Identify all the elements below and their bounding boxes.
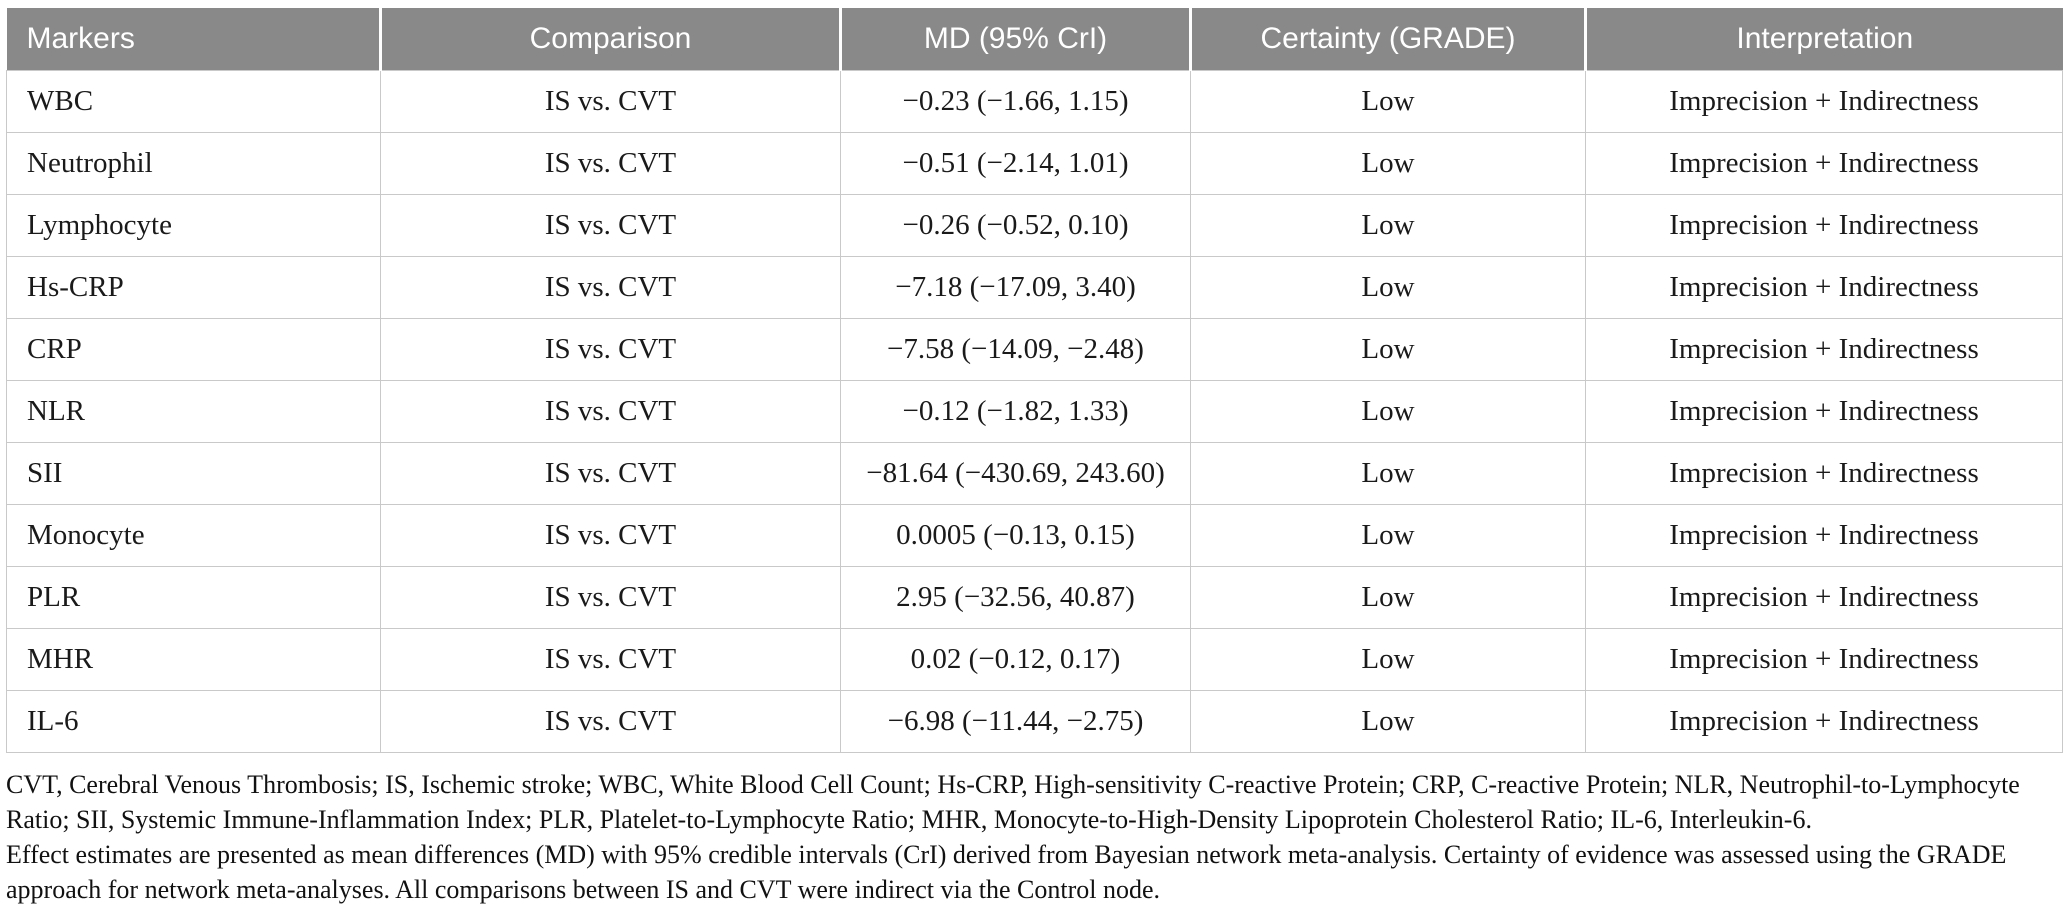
- certainty-cell: Low: [1190, 70, 1586, 133]
- md-ci-cell: 0.02 (−0.12, 0.17): [840, 628, 1191, 691]
- interpretation-cell: Imprecision + Indirectness: [1585, 504, 2063, 567]
- comparison-cell: IS vs. CVT: [380, 132, 841, 195]
- marker-cell: WBC: [6, 70, 381, 133]
- marker-cell: CRP: [6, 318, 381, 381]
- column-header-md-ci: MD (95% CrI): [839, 8, 1191, 71]
- table-footnotes: CVT, Cerebral Venous Thrombosis; IS, Isc…: [6, 767, 2066, 907]
- interpretation-cell: Imprecision + Indirectness: [1585, 442, 2063, 505]
- marker-cell: PLR: [6, 566, 381, 629]
- md-ci-cell: −0.26 (−0.52, 0.10): [840, 194, 1191, 257]
- table-row: Hs-CRP IS vs. CVT −7.18 (−17.09, 3.40) L…: [6, 256, 2063, 319]
- table-row: Monocyte IS vs. CVT 0.0005 (−0.13, 0.15)…: [6, 504, 2063, 567]
- interpretation-cell: Imprecision + Indirectness: [1585, 628, 2063, 691]
- certainty-cell: Low: [1190, 442, 1586, 505]
- interpretation-cell: Imprecision + Indirectness: [1585, 566, 2063, 629]
- marker-cell: Neutrophil: [6, 132, 381, 195]
- certainty-cell: Low: [1190, 566, 1586, 629]
- column-header-interpretation: Interpretation: [1584, 8, 2063, 71]
- comparison-cell: IS vs. CVT: [380, 256, 841, 319]
- certainty-cell: Low: [1190, 380, 1586, 443]
- marker-cell: SII: [6, 442, 381, 505]
- table-row: SII IS vs. CVT −81.64 (−430.69, 243.60) …: [6, 442, 2063, 505]
- comparison-cell: IS vs. CVT: [380, 318, 841, 381]
- marker-cell: Hs-CRP: [6, 256, 381, 319]
- table-header: Markers Comparison MD (95% CrI) Certaint…: [6, 8, 2063, 71]
- comparison-cell: IS vs. CVT: [380, 566, 841, 629]
- grade-certainty-table: Markers Comparison MD (95% CrI) Certaint…: [6, 8, 2063, 753]
- certainty-cell: Low: [1190, 628, 1586, 691]
- md-ci-cell: −0.12 (−1.82, 1.33): [840, 380, 1191, 443]
- certainty-cell: Low: [1190, 318, 1586, 381]
- comparison-cell: IS vs. CVT: [380, 70, 841, 133]
- md-ci-cell: −0.23 (−1.66, 1.15): [840, 70, 1191, 133]
- comparison-cell: IS vs. CVT: [380, 194, 841, 257]
- certainty-cell: Low: [1190, 690, 1586, 753]
- md-ci-cell: −7.18 (−17.09, 3.40): [840, 256, 1191, 319]
- table-row: Lymphocyte IS vs. CVT −0.26 (−0.52, 0.10…: [6, 194, 2063, 257]
- table-body: WBC IS vs. CVT −0.23 (−1.66, 1.15) Low I…: [6, 70, 2063, 753]
- table-row: CRP IS vs. CVT −7.58 (−14.09, −2.48) Low…: [6, 318, 2063, 381]
- certainty-cell: Low: [1190, 194, 1586, 257]
- comparison-cell: IS vs. CVT: [380, 380, 841, 443]
- certainty-cell: Low: [1190, 132, 1586, 195]
- md-ci-cell: 2.95 (−32.56, 40.87): [840, 566, 1191, 629]
- column-header-comparison: Comparison: [379, 8, 841, 71]
- column-header-markers: Markers: [6, 8, 381, 71]
- marker-cell: MHR: [6, 628, 381, 691]
- interpretation-cell: Imprecision + Indirectness: [1585, 380, 2063, 443]
- interpretation-cell: Imprecision + Indirectness: [1585, 194, 2063, 257]
- comparison-cell: IS vs. CVT: [380, 690, 841, 753]
- comparison-cell: IS vs. CVT: [380, 628, 841, 691]
- md-ci-cell: −0.51 (−2.14, 1.01): [840, 132, 1191, 195]
- md-ci-cell: −6.98 (−11.44, −2.75): [840, 690, 1191, 753]
- interpretation-cell: Imprecision + Indirectness: [1585, 70, 2063, 133]
- certainty-cell: Low: [1190, 256, 1586, 319]
- md-ci-cell: 0.0005 (−0.13, 0.15): [840, 504, 1191, 567]
- md-ci-cell: −7.58 (−14.09, −2.48): [840, 318, 1191, 381]
- table-row: Neutrophil IS vs. CVT −0.51 (−2.14, 1.01…: [6, 132, 2063, 195]
- md-ci-cell: −81.64 (−430.69, 243.60): [840, 442, 1191, 505]
- marker-cell: NLR: [6, 380, 381, 443]
- interpretation-cell: Imprecision + Indirectness: [1585, 318, 2063, 381]
- interpretation-cell: Imprecision + Indirectness: [1585, 256, 2063, 319]
- comparison-cell: IS vs. CVT: [380, 504, 841, 567]
- table-row: NLR IS vs. CVT −0.12 (−1.82, 1.33) Low I…: [6, 380, 2063, 443]
- marker-cell: IL-6: [6, 690, 381, 753]
- table-row: WBC IS vs. CVT −0.23 (−1.66, 1.15) Low I…: [6, 70, 2063, 133]
- table-row: IL-6 IS vs. CVT −6.98 (−11.44, −2.75) Lo…: [6, 690, 2063, 753]
- header-row: Markers Comparison MD (95% CrI) Certaint…: [6, 8, 2063, 71]
- table-row: MHR IS vs. CVT 0.02 (−0.12, 0.17) Low Im…: [6, 628, 2063, 691]
- marker-cell: Monocyte: [6, 504, 381, 567]
- footnote-methods: Effect estimates are presented as mean d…: [6, 840, 2007, 904]
- certainty-cell: Low: [1190, 504, 1586, 567]
- interpretation-cell: Imprecision + Indirectness: [1585, 132, 2063, 195]
- comparison-cell: IS vs. CVT: [380, 442, 841, 505]
- marker-cell: Lymphocyte: [6, 194, 381, 257]
- footnote-abbreviations: CVT, Cerebral Venous Thrombosis; IS, Isc…: [6, 770, 2020, 834]
- table-row: PLR IS vs. CVT 2.95 (−32.56, 40.87) Low …: [6, 566, 2063, 629]
- column-header-certainty: Certainty (GRADE): [1189, 8, 1586, 71]
- interpretation-cell: Imprecision + Indirectness: [1585, 690, 2063, 753]
